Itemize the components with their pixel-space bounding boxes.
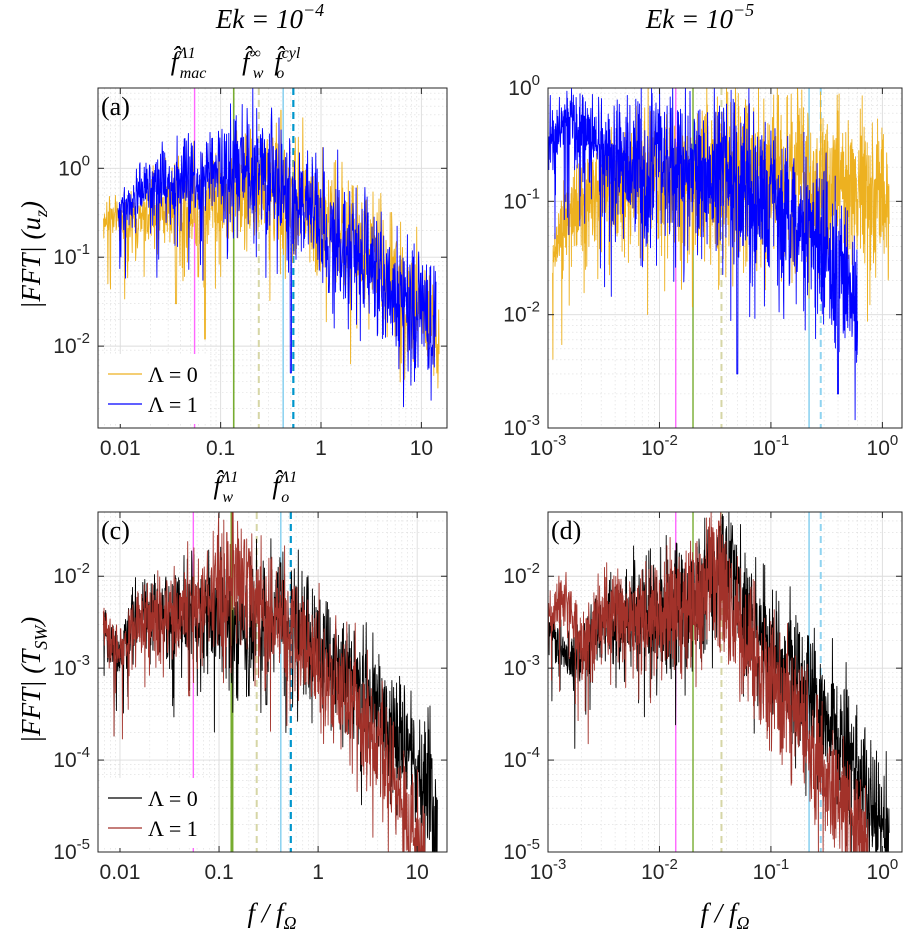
series-line-a-1	[117, 88, 437, 408]
y-tick-label: 100	[508, 72, 540, 100]
x-tick-label: 10-1	[753, 432, 790, 460]
x-tick-label: 10-3	[530, 856, 567, 884]
y-tick-label: 100	[58, 152, 90, 180]
x-tick-label: 0.1	[204, 861, 233, 884]
series-line-b-1	[548, 88, 859, 421]
y-tick-label: 10-4	[53, 744, 90, 772]
axes-frame-a	[97, 87, 448, 429]
y-tick-label: 10-5	[53, 836, 90, 864]
x-tick-label: 100	[867, 432, 899, 460]
panels: 0.01 0.1 1 10 10-2 10-1 100 (a) f̂Λ1 mac f̂∞ w f̂cyl…	[53, 45, 903, 884]
series-line-c-1	[102, 512, 426, 852]
y-tick-label: 10-2	[53, 330, 90, 358]
y-tick-label: 10-2	[53, 560, 90, 588]
frequency-label-a-0: f̂Λ1 mac	[171, 45, 207, 82]
frequency-label-a-1: f̂∞ w	[242, 45, 264, 82]
panel-label-d: (d)	[551, 516, 581, 545]
y-tick-label: 10-5	[503, 836, 540, 864]
y-tick-label: 10-1	[503, 185, 540, 213]
x-tick-label: 10-3	[530, 432, 567, 460]
axes-frame-b	[547, 87, 903, 429]
y-axis-label-top: |FFT| (uz)	[16, 201, 51, 309]
x-tick-label: 0.01	[100, 437, 141, 460]
panel-a: 0.01 0.1 1 10 10-2 10-1 100 (a) f̂Λ1 mac f̂∞ w f̂cyl…	[53, 45, 448, 460]
legend-a: Λ = 0 Λ = 1	[102, 354, 210, 424]
x-tick-label: 10-1	[753, 856, 790, 884]
legend-box	[102, 354, 210, 424]
y-tick-label: 10-3	[53, 652, 90, 680]
series-line-d-1	[548, 512, 869, 852]
x-tick-label: 10	[405, 861, 428, 884]
y-axis-label-bottom: |FFT| (TSW)	[16, 617, 51, 744]
column-title-left: Ek = 10−4	[215, 0, 324, 34]
x-tick-label: 100	[867, 856, 899, 884]
x-tick-label: 10-2	[641, 432, 678, 460]
y-tick-label: 10-4	[503, 744, 540, 772]
y-tick-label: 10-3	[503, 412, 540, 440]
panel-label-a: (a)	[101, 92, 130, 121]
panel-d: 10-3 10-2 10-1 100 10-5 10-4 10-3 10-2 (d)	[503, 511, 903, 884]
x-tick-label: 1	[312, 861, 324, 884]
panel-label-c: (c)	[101, 516, 130, 545]
legend-label: Λ = 0	[148, 362, 198, 387]
axes-frame-d	[547, 511, 903, 853]
x-axis-label-left: f / fΩ	[247, 898, 296, 933]
frequency-label-a-2: f̂cyl o	[274, 45, 300, 82]
series-line-a-0	[103, 109, 440, 389]
x-tick-label: 0.01	[100, 861, 141, 884]
y-tick-label: 10-2	[503, 299, 540, 327]
grid-c	[98, 512, 447, 852]
legend-label: Λ = 1	[148, 816, 198, 841]
axes-frame-c	[97, 511, 448, 853]
legend-box	[102, 778, 210, 848]
x-axis-label-right: f / fΩ	[700, 898, 749, 933]
x-tick-label: 0.1	[206, 437, 235, 460]
column-title-right: Ek = 10−5	[645, 0, 754, 34]
legend-c: Λ = 0 Λ = 1	[102, 778, 210, 848]
x-tick-label: 1	[315, 437, 327, 460]
panel-b: 10-3 10-2 10-1 100 10-3 10-2 10-1 100	[503, 72, 903, 460]
y-tick-label: 10-3	[503, 652, 540, 680]
y-tick-label: 10-2	[503, 560, 540, 588]
panel-c: 0.01 0.1 1 10 10-5 10-4 10-3 10-2 (c) f̂Λ1 w f̂Λ1 o Λ…	[53, 469, 448, 884]
frequency-label-c-1: f̂Λ1 o	[272, 469, 297, 506]
y-tick-label: 10-1	[53, 241, 90, 269]
legend-label: Λ = 0	[148, 786, 198, 811]
legend-label: Λ = 1	[148, 392, 198, 417]
x-tick-label: 10-2	[641, 856, 678, 884]
x-tick-label: 10	[410, 437, 433, 460]
frequency-label-c-0: f̂Λ1 w	[214, 469, 239, 506]
